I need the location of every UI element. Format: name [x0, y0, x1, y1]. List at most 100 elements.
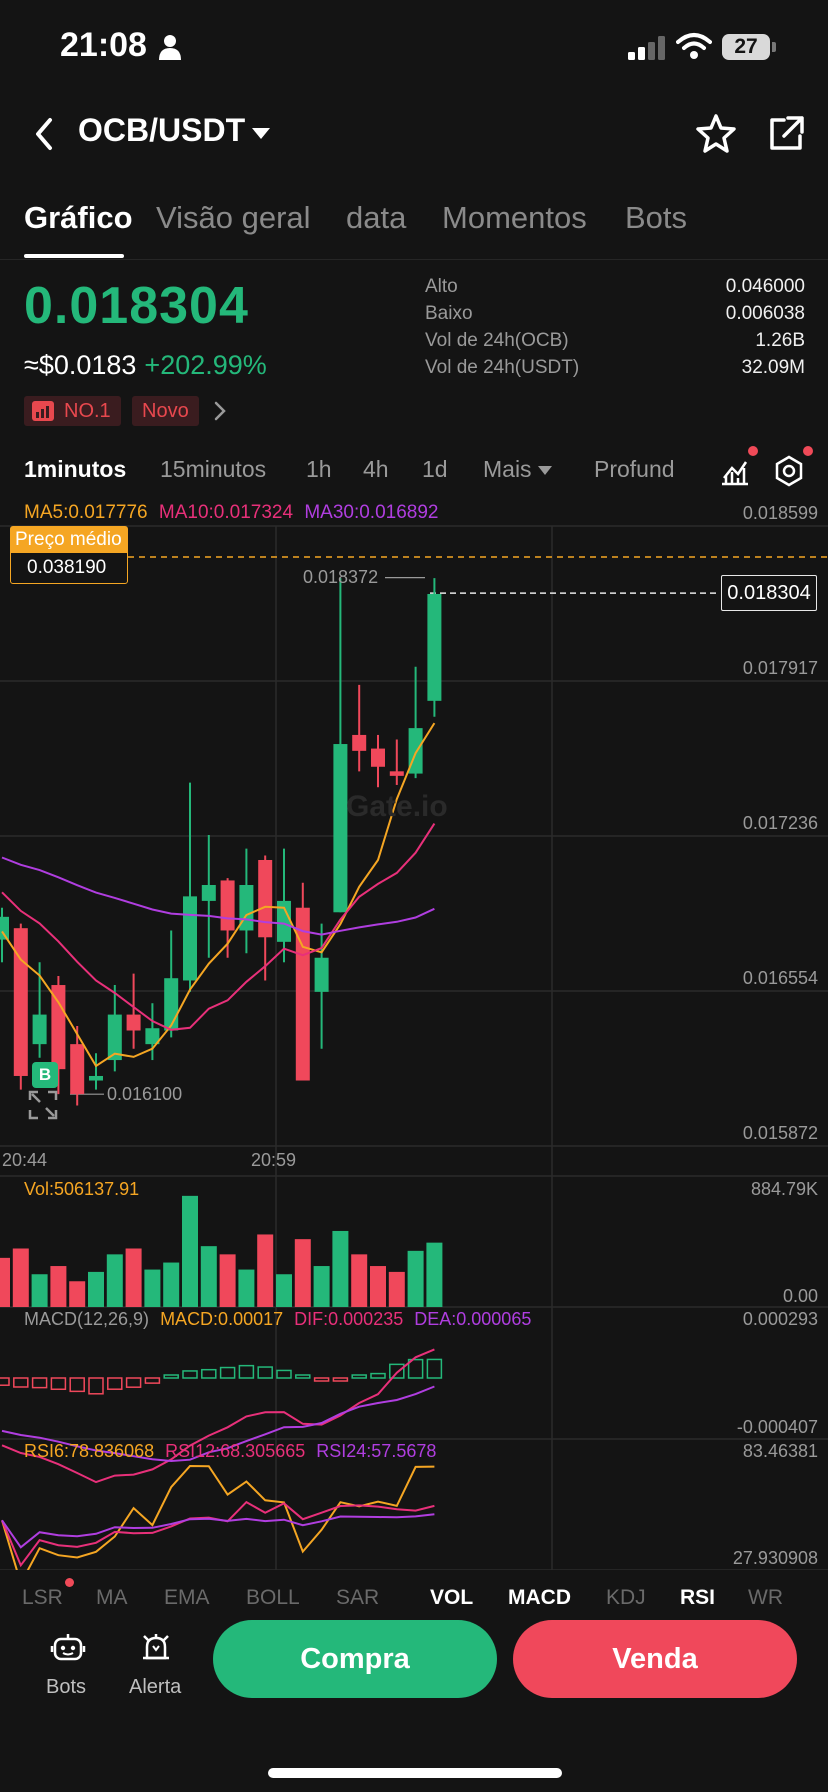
candle-body	[371, 748, 385, 767]
price-axis-label: 0.015872	[742, 1123, 818, 1143]
macd-histogram-bar	[31, 1377, 48, 1389]
tab-data[interactable]: data	[346, 200, 407, 235]
buy-button[interactable]: Compra	[213, 1620, 497, 1698]
tab-overview[interactable]: Visão geral	[156, 200, 311, 235]
price-chart[interactable]	[0, 498, 828, 1570]
back-arrow-icon[interactable]	[28, 114, 64, 154]
timeframe-1d[interactable]: 1d	[422, 456, 448, 482]
rsi6-value: RSI6:78.836068	[24, 1441, 155, 1461]
sell-button[interactable]: Venda	[513, 1620, 797, 1698]
macd-axis-bottom: -0.000407	[736, 1417, 818, 1437]
rank-badge[interactable]: NO.1	[24, 396, 121, 426]
time-axis-label: 20:44	[2, 1150, 48, 1170]
ind-tab-kdj[interactable]: KDJ	[606, 1586, 646, 1609]
volume-label: Vol:506137.91	[24, 1179, 140, 1199]
person-icon	[159, 35, 181, 60]
average-price-label: Preço médio	[11, 527, 127, 553]
candle-body	[13, 928, 28, 1076]
last-price: 0.018304	[24, 277, 249, 335]
bots-label[interactable]: Bots	[46, 1676, 87, 1698]
depth-tab[interactable]: Profund	[594, 456, 675, 482]
ma-legend: MA5:0.017776 MA10:0.017324 MA30:0.016892	[24, 502, 439, 524]
bots-robot-icon[interactable]	[50, 1630, 86, 1666]
candle-body	[277, 900, 291, 942]
ind-tab-ma[interactable]: MA	[96, 1586, 128, 1609]
timeframe-15m[interactable]: 15minutos	[160, 456, 267, 482]
expand-icon[interactable]	[28, 1090, 58, 1120]
ind-tab-wr[interactable]: WR	[748, 1586, 783, 1609]
current-price-tag: 0.018304	[721, 575, 817, 611]
macd-histogram-bar	[182, 1370, 198, 1379]
watermark: Gate.io	[346, 790, 448, 823]
stat-label: Vol de 24h(USDT)	[425, 357, 580, 378]
tab-moments[interactable]: Momentos	[442, 200, 587, 235]
volume-bar	[257, 1234, 274, 1307]
candle-body	[220, 880, 235, 931]
volume-bar	[144, 1269, 161, 1307]
candle-body	[32, 1014, 47, 1045]
notification-dot	[748, 446, 758, 456]
settings-hex-icon[interactable]	[772, 454, 806, 488]
timeframe-bar: 1minutos 15minutos 1h 4h 1d Mais Profund	[0, 452, 828, 492]
macd-histogram-bar	[88, 1377, 104, 1395]
favorite-star-icon[interactable]	[694, 112, 738, 156]
candle-body	[164, 978, 179, 1031]
ind-tab-macd[interactable]: MACD	[508, 1586, 571, 1609]
ind-tab-sar[interactable]: SAR	[336, 1586, 380, 1609]
candle-body	[145, 1028, 160, 1045]
ind-tab-vol[interactable]: VOL	[430, 1586, 474, 1609]
ind-tab-ema[interactable]: EMA	[164, 1586, 210, 1609]
rank-badge-label: NO.1	[64, 400, 111, 422]
rsi6-line	[1, 1464, 435, 1570]
active-tab-indicator	[24, 254, 124, 258]
candle-body	[389, 771, 404, 776]
timeframe-more[interactable]: Mais	[483, 456, 552, 483]
dif-value: DIF:0.000235	[294, 1309, 404, 1329]
alert-bell-icon[interactable]	[138, 1630, 174, 1666]
macd-histogram-bar	[238, 1364, 255, 1379]
share-icon[interactable]	[764, 112, 808, 156]
usd-price: ≈$0.0183	[24, 350, 137, 380]
usd-price-row: ≈$0.0183 +202.99%	[24, 350, 267, 381]
timeframe-1m[interactable]: 1minutos	[24, 456, 127, 482]
volume-bar	[313, 1266, 330, 1307]
tab-bots[interactable]: Bots	[625, 200, 688, 235]
ma30-line	[1, 856, 435, 936]
volume-bar	[388, 1271, 405, 1307]
timeframe-4h[interactable]: 4h	[363, 456, 389, 482]
price-axis-label: 0.016554	[742, 968, 818, 988]
battery-tip	[772, 42, 776, 52]
macd-histogram-bar	[13, 1377, 29, 1388]
ma30-label: MA30:0.016892	[304, 502, 439, 523]
ind-tab-lsr[interactable]: LSR	[22, 1586, 63, 1609]
pair-title[interactable]: OCB/USDT	[78, 112, 246, 148]
pair-dropdown-icon[interactable]	[252, 128, 270, 139]
indicator-chart-icon[interactable]	[718, 454, 752, 488]
volume-bar	[276, 1274, 292, 1307]
chevron-right-icon[interactable]	[212, 400, 228, 422]
macd-histogram-bar	[125, 1377, 142, 1388]
cellular-signal-icon	[628, 36, 665, 60]
timeframe-1h[interactable]: 1h	[306, 456, 332, 482]
macd-histogram-bar	[107, 1377, 123, 1390]
rsi-axis-top: 83.46381	[742, 1441, 818, 1461]
macd-histogram-bar	[163, 1374, 179, 1379]
macd-histogram-bar	[50, 1377, 67, 1391]
average-price-tag[interactable]: Preço médio 0.038190	[10, 526, 128, 584]
ind-tab-rsi[interactable]: RSI	[680, 1586, 716, 1609]
tab-chart[interactable]: Gráfico	[24, 200, 133, 235]
volume-bar	[200, 1246, 217, 1307]
ind-tab-boll[interactable]: BOLL	[246, 1586, 300, 1609]
candle-body	[314, 957, 329, 992]
volume-bar	[0, 1257, 10, 1307]
stat-label: Alto	[425, 276, 458, 297]
rsi12-value: RSI12:68.305665	[165, 1441, 306, 1461]
caret-down-icon	[537, 466, 552, 476]
new-badge[interactable]: Novo	[132, 396, 199, 426]
time-axis-label: 20:59	[251, 1150, 297, 1170]
volume-bar	[332, 1230, 349, 1307]
section-tabs: Gráfico Visão geral data Momentos Bots	[0, 196, 828, 260]
stat-low: Baixo 0.006038	[425, 303, 805, 330]
volume-bar	[219, 1254, 236, 1307]
alert-label[interactable]: Alerta	[129, 1676, 182, 1698]
